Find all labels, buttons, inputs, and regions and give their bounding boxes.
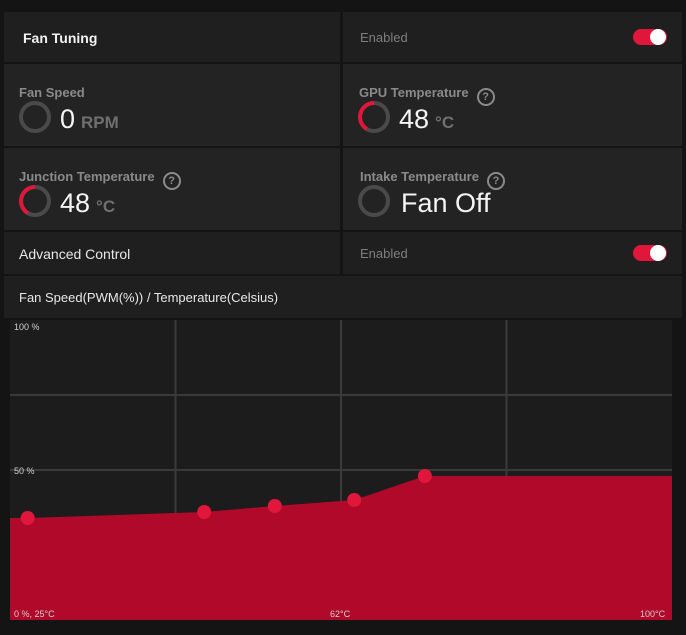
fan-speed-label: Fan Speed	[19, 85, 85, 100]
fan-speed-value-row: 0 RPM	[60, 104, 119, 135]
junction-temp-panel: Junction Temperature? 48 °C	[4, 148, 340, 230]
junction-temp-value: 48	[60, 188, 91, 218]
junction-temp-gauge-icon	[19, 185, 51, 217]
fan-curve-area	[10, 476, 672, 620]
toggle-knob	[650, 245, 666, 261]
fan-curve-point[interactable]	[417, 469, 432, 483]
junction-temp-label: Junction Temperature	[19, 169, 155, 184]
fan-speed-panel: Fan Speed 0 RPM	[4, 64, 340, 146]
gpu-temp-unit: °C	[435, 113, 455, 132]
help-icon[interactable]: ?	[162, 172, 181, 190]
fan-tuning-toggle[interactable]	[633, 29, 667, 45]
advanced-control-status-panel: Enabled	[343, 232, 682, 274]
fan-tuning-status: Enabled	[360, 30, 408, 45]
intake-temp-panel: Intake Temperature? Fan Off	[343, 148, 682, 230]
fan-curve-point[interactable]	[197, 505, 212, 519]
fan-curve-point[interactable]	[20, 511, 35, 525]
advanced-control-title: Advanced Control	[19, 246, 131, 262]
intake-temp-gauge-icon	[358, 185, 390, 217]
intake-temp-label: Intake Temperature	[360, 169, 479, 184]
junction-temp-value-row: 48 °C	[60, 188, 115, 219]
gpu-temp-label-row: GPU Temperature?	[359, 85, 495, 106]
toggle-knob	[650, 29, 666, 45]
junction-temp-label-row: Junction Temperature?	[19, 169, 181, 190]
fan-tuning-panel: Fan Tuning	[4, 12, 340, 62]
fan-speed-value: 0	[60, 104, 76, 134]
chart-header-panel: Fan Speed(PWM(%)) / Temperature(Celsius)	[4, 276, 682, 318]
fan-curve-point[interactable]	[347, 493, 362, 507]
junction-temp-unit: °C	[96, 197, 116, 216]
gpu-temp-value: 48	[399, 104, 430, 134]
advanced-control-status: Enabled	[360, 246, 408, 261]
help-icon[interactable]: ?	[486, 172, 505, 190]
fan-curve-svg[interactable]: 100 % 50 % 0 %, 25°C 62°C 100°C	[10, 320, 672, 620]
fan-curve-point[interactable]	[267, 499, 282, 513]
x-tick-62: 62°C	[330, 609, 351, 619]
intake-temp-label-row: Intake Temperature?	[360, 169, 505, 190]
y-tick-100: 100 %	[14, 322, 40, 332]
x-tick-start: 0 %, 25°C	[14, 609, 55, 619]
fan-curve-points[interactable]	[20, 469, 432, 525]
x-tick-100: 100°C	[640, 609, 666, 619]
advanced-control-toggle[interactable]	[633, 245, 667, 261]
fan-speed-unit: RPM	[81, 113, 119, 132]
y-tick-50: 50 %	[14, 466, 35, 476]
gpu-temp-label: GPU Temperature	[359, 85, 469, 100]
fan-curve-chart[interactable]: 100 % 50 % 0 %, 25°C 62°C 100°C	[10, 320, 672, 620]
fan-speed-gauge-icon	[19, 101, 51, 133]
advanced-control-panel: Advanced Control	[4, 232, 340, 274]
gpu-temp-gauge-icon	[358, 101, 390, 133]
gpu-temp-panel: GPU Temperature? 48 °C	[343, 64, 682, 146]
intake-temp-value: Fan Off	[401, 188, 491, 218]
chart-header: Fan Speed(PWM(%)) / Temperature(Celsius)	[19, 290, 279, 305]
help-icon[interactable]: ?	[476, 88, 495, 106]
fan-tuning-title: Fan Tuning	[23, 30, 98, 46]
gpu-temp-value-row: 48 °C	[399, 104, 454, 135]
fan-tuning-status-panel: Enabled	[343, 12, 682, 62]
